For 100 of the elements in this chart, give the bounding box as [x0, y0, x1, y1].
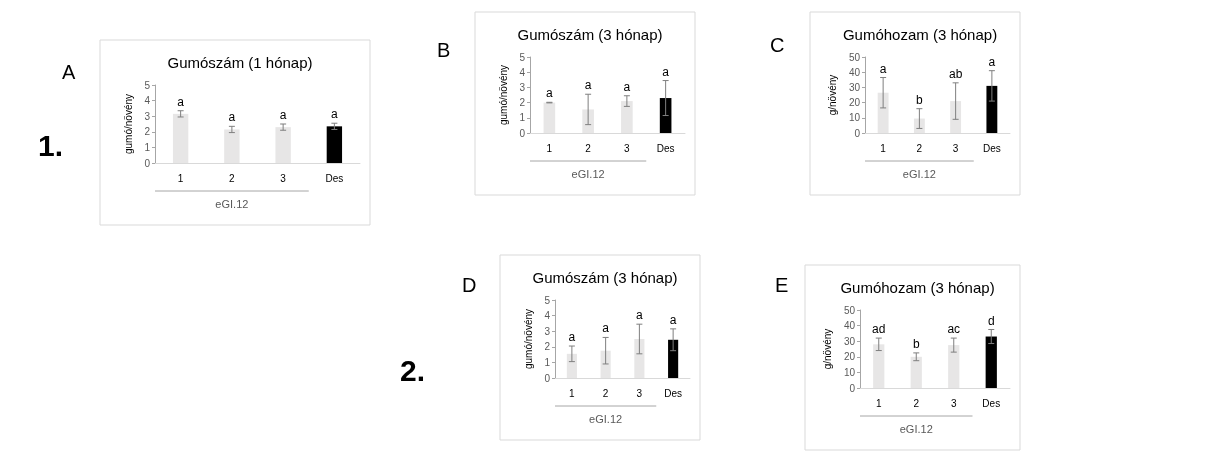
- y-tick-label: 40: [848, 66, 861, 78]
- y-tick-label: 0: [544, 372, 551, 384]
- bar: [621, 101, 633, 133]
- x-tick-label: 3: [950, 397, 957, 409]
- y-tick-label: 4: [519, 66, 526, 78]
- chart-title: Gumószám (1 hónap): [167, 54, 313, 71]
- annotation: ab: [948, 66, 963, 81]
- chart-title: Gumószám (3 hónap): [517, 26, 663, 43]
- x-tick-label: 3: [624, 142, 631, 154]
- bar: [668, 339, 679, 378]
- y-tick-label: 3: [519, 81, 526, 93]
- bar: [600, 350, 611, 378]
- y-axis-title: gumó/növény: [122, 93, 134, 155]
- x-tick-label: Des: [656, 142, 675, 154]
- text: 2.: [400, 353, 426, 387]
- bar: [948, 345, 960, 388]
- x-tick-label: 2: [229, 172, 236, 184]
- y-tick-label: 30: [848, 81, 861, 93]
- text: 1.: [38, 128, 64, 162]
- annotation: a: [177, 94, 185, 109]
- y-tick-label: 4: [144, 95, 151, 107]
- chart-title: Gumóhozam (3 hónap): [842, 26, 998, 43]
- bar: [224, 129, 240, 163]
- chart-title: Gumószám (3 hónap): [532, 269, 678, 286]
- bar: [659, 98, 672, 133]
- y-tick-label: 20: [843, 351, 856, 363]
- y-tick-label: 0: [854, 127, 861, 139]
- x-tick-label: Des: [982, 397, 1001, 409]
- text: E: [775, 274, 789, 296]
- x-tick-label: 2: [913, 397, 920, 409]
- annotation: a: [584, 78, 592, 93]
- x-tick-label: 3: [636, 387, 643, 399]
- x-tick-label: 2: [602, 387, 609, 399]
- text: eGI.12: [571, 167, 605, 180]
- y-tick-label: 20: [848, 97, 861, 109]
- annotation: a: [879, 61, 887, 76]
- annotation: a: [602, 321, 610, 336]
- bar: [543, 102, 556, 133]
- y-tick-label: 1: [519, 112, 526, 124]
- bar: [950, 101, 962, 133]
- y-tick-label: 0: [849, 382, 856, 394]
- text: eGI.12: [589, 412, 623, 425]
- annotation: a: [546, 86, 554, 101]
- y-tick-label: 1: [544, 356, 551, 368]
- x-tick-label: Des: [982, 142, 1001, 154]
- annotation: a: [331, 107, 339, 122]
- bar: [566, 353, 577, 378]
- y-axis-title: gumó/növény: [497, 64, 509, 126]
- bar: [275, 127, 291, 163]
- x-tick-label: Des: [664, 387, 683, 399]
- x-tick-label: 3: [280, 172, 287, 184]
- y-tick-label: 30: [843, 335, 856, 347]
- y-tick-label: 50: [848, 51, 861, 63]
- y-tick-label: 3: [144, 110, 151, 122]
- y-tick-label: 10: [843, 366, 856, 378]
- annotation: a: [279, 108, 287, 122]
- x-tick-label: Des: [325, 172, 344, 184]
- y-tick-label: 5: [519, 51, 526, 63]
- text: eGI.12: [899, 422, 933, 435]
- annotation: d: [987, 313, 995, 328]
- x-tick-label: 1: [569, 387, 576, 399]
- annotation: a: [228, 110, 236, 125]
- bar: [985, 336, 997, 388]
- y-tick-label: 2: [144, 126, 151, 138]
- y-tick-label: 3: [544, 325, 551, 337]
- y-axis-title: g/növény: [822, 328, 834, 370]
- bar: [634, 339, 645, 378]
- bar: [913, 118, 925, 133]
- annotation: ad: [872, 322, 886, 337]
- bar: [877, 92, 889, 133]
- y-tick-label: 5: [544, 294, 551, 306]
- annotation: a: [568, 330, 576, 345]
- x-tick-label: 2: [916, 142, 923, 154]
- annotation: a: [988, 54, 996, 69]
- y-tick-label: 10: [848, 112, 861, 124]
- y-tick-label: 5: [144, 79, 151, 91]
- text: A: [62, 61, 76, 83]
- y-tick-label: 2: [519, 97, 526, 109]
- x-tick-label: 1: [177, 172, 184, 184]
- text: eGI.12: [902, 167, 936, 180]
- annotation: a: [662, 64, 670, 79]
- y-tick-label: 0: [519, 127, 526, 139]
- x-tick-label: 1: [880, 142, 887, 154]
- text: eGI.12: [215, 197, 249, 210]
- y-tick-label: 4: [544, 310, 551, 322]
- y-tick-label: 50: [843, 304, 856, 316]
- y-axis-title: g/növény: [827, 74, 839, 116]
- annotation: a: [623, 79, 631, 94]
- y-tick-label: 0: [144, 157, 151, 169]
- bar: [873, 344, 885, 388]
- annotation: a: [669, 312, 677, 327]
- annotation: b: [912, 336, 920, 351]
- text: C: [770, 34, 785, 56]
- bar: [910, 356, 922, 388]
- annotation: a: [636, 308, 644, 323]
- x-tick-label: 3: [952, 142, 959, 154]
- chart-title: Gumóhozam (3 hónap): [840, 279, 995, 296]
- bar: [986, 85, 998, 133]
- annotation: b: [916, 92, 924, 107]
- x-tick-label: 1: [875, 397, 882, 409]
